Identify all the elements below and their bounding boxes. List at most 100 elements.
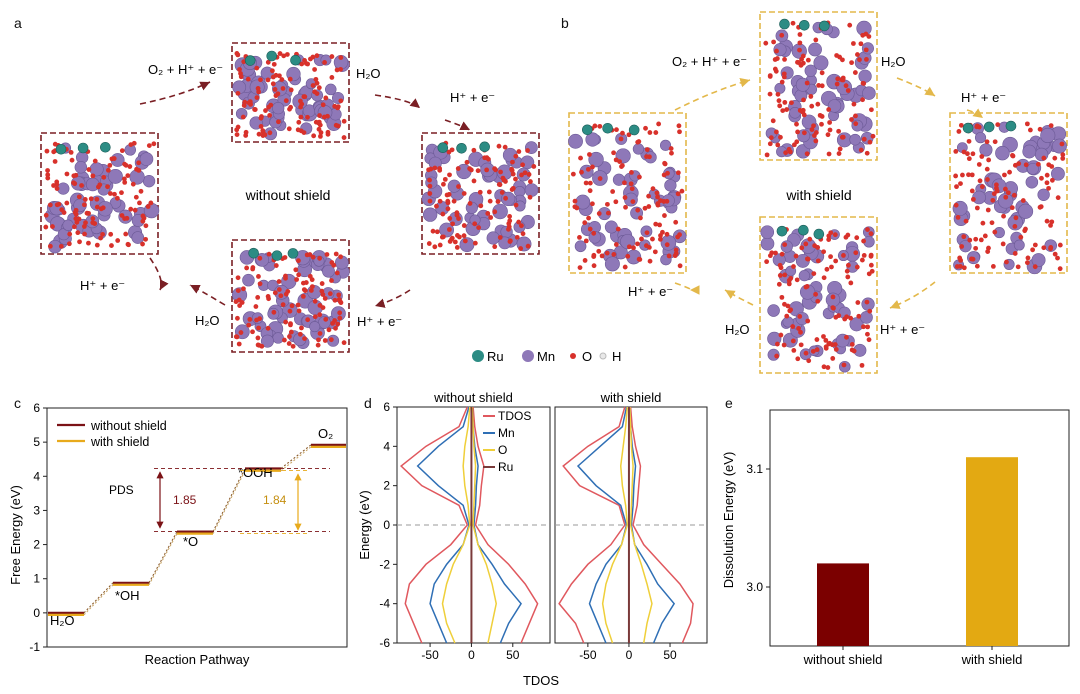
o-atom — [257, 281, 263, 287]
o-atom — [1013, 215, 1019, 221]
o-atom — [801, 130, 807, 136]
o-atom — [267, 112, 273, 118]
atom-legend-label: Mn — [537, 349, 555, 364]
o-atom — [615, 226, 621, 232]
o-atom — [1022, 228, 1028, 234]
o-atom — [499, 190, 505, 195]
o-atom — [451, 198, 457, 204]
o-atom — [496, 143, 502, 149]
o-atom — [779, 79, 785, 85]
o-atom — [298, 104, 303, 110]
o-atom — [859, 362, 865, 368]
o-atom — [318, 133, 323, 139]
o-atom — [250, 329, 255, 335]
o-atom — [863, 47, 869, 53]
o-atom — [312, 298, 318, 304]
o-atom — [1007, 169, 1012, 175]
o-atom — [577, 235, 582, 240]
o-atom — [866, 34, 872, 39]
o-atom — [853, 121, 859, 127]
x-tick-label: without shield — [803, 652, 883, 667]
o-atom — [334, 270, 340, 276]
o-atom — [255, 86, 261, 91]
o-atom — [484, 167, 490, 173]
o-atom — [238, 330, 244, 335]
structure-top — [231, 42, 350, 143]
ru-atom — [244, 55, 256, 66]
o-atom — [283, 275, 288, 281]
o-atom — [132, 207, 138, 213]
mn-atom — [974, 132, 987, 144]
o-atom — [841, 253, 846, 258]
o-atom — [990, 197, 996, 203]
o-atom — [94, 196, 100, 202]
o-atom — [1012, 224, 1018, 229]
o-atom — [96, 184, 101, 190]
mn-atom — [1013, 239, 1025, 251]
o-atom — [797, 32, 803, 37]
o-atom — [819, 83, 825, 89]
o-atom — [781, 74, 787, 80]
o-atom — [254, 65, 260, 71]
o-atom — [272, 290, 278, 296]
o-atom — [258, 124, 264, 129]
o-atom — [265, 59, 271, 65]
o-atom — [256, 274, 261, 279]
o-atom — [434, 229, 440, 235]
o-atom — [989, 220, 995, 226]
ru-atom — [602, 122, 613, 134]
o-atom — [965, 151, 970, 157]
o-atom — [834, 81, 840, 87]
o-atom — [276, 287, 282, 292]
o-atom — [321, 114, 327, 120]
mn-atom — [1026, 162, 1039, 175]
o-atom — [666, 253, 672, 259]
o-atom — [786, 281, 792, 287]
o-atom — [100, 231, 105, 237]
o-atom — [840, 57, 845, 63]
o-atom — [296, 119, 302, 125]
o-atom — [145, 204, 151, 209]
o-atom — [679, 188, 685, 194]
o-atom — [275, 91, 281, 97]
o-atom — [98, 235, 103, 241]
o-atom — [790, 338, 796, 344]
y-tick-label: 0 — [33, 606, 40, 620]
o-atom — [288, 322, 293, 328]
dos-curve-tdos — [472, 406, 539, 644]
o-atom — [254, 95, 260, 101]
o-atom — [587, 152, 592, 157]
o-atom — [796, 326, 801, 331]
o-atom — [76, 194, 82, 200]
o-atom — [109, 243, 114, 248]
o-atom — [1044, 218, 1050, 224]
o-atom — [427, 191, 433, 196]
o-atom — [779, 251, 785, 257]
mn-atom — [858, 69, 872, 83]
o-atom — [587, 188, 593, 194]
o-atom — [235, 315, 240, 321]
mn-atom — [272, 332, 284, 344]
o-atom — [969, 188, 975, 194]
o-atom — [844, 334, 849, 340]
o-atom — [861, 324, 866, 330]
y-tick-label: 1 — [33, 572, 40, 586]
o-atom — [332, 297, 338, 303]
mn-atom — [131, 231, 145, 244]
dos-curve-tdos — [399, 406, 469, 644]
o-atom — [59, 207, 65, 213]
o-atom — [51, 183, 56, 188]
o-atom — [54, 202, 60, 208]
o-atom — [979, 154, 985, 159]
cycle-arrows — [139, 81, 471, 308]
o-atom — [958, 181, 963, 187]
o-atom — [977, 178, 983, 184]
o-atom — [582, 258, 588, 263]
mn-atom — [612, 173, 626, 186]
plot-frame — [46, 407, 348, 648]
o-atom — [861, 238, 866, 244]
o-atom — [528, 179, 533, 184]
y-tick-label: 3.0 — [746, 580, 763, 594]
o-atom — [834, 53, 840, 58]
o-atom — [296, 272, 302, 278]
